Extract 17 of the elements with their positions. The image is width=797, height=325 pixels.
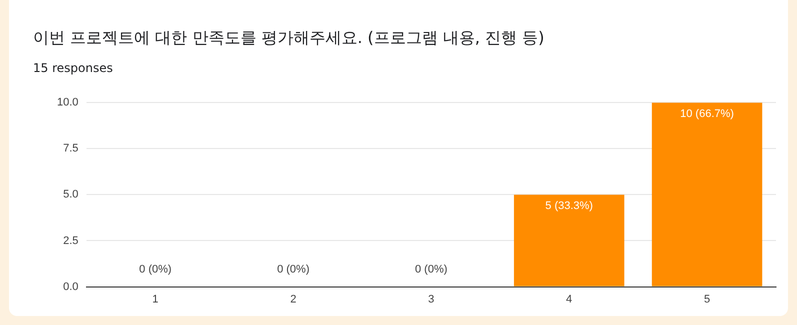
x-tick-label: 3 <box>428 293 434 306</box>
x-tick-label: 4 <box>566 293 572 306</box>
chart-subtitle: 15 responses <box>33 61 113 75</box>
x-tick-label: 2 <box>290 293 296 306</box>
y-tick-label: 0.0 <box>63 280 78 293</box>
chart-title: 이번 프로젝트에 대한 만족도를 평가해주세요. (프로그램 내용, 진행 등) <box>33 28 544 49</box>
x-tick-label: 5 <box>704 293 710 306</box>
data-label: 0 (0%) <box>139 263 172 276</box>
y-tick-label: 10.0 <box>56 96 78 109</box>
data-label: 10 (66.7%) <box>680 108 734 120</box>
data-label: 5 (33.3%) <box>545 200 593 212</box>
y-tick-label: 5.0 <box>63 188 78 201</box>
data-label: 0 (0%) <box>277 263 310 276</box>
data-label: 0 (0%) <box>415 263 448 276</box>
y-tick-label: 2.5 <box>63 234 78 247</box>
y-tick-label: 7.5 <box>63 142 78 155</box>
x-tick-label: 1 <box>152 293 158 306</box>
